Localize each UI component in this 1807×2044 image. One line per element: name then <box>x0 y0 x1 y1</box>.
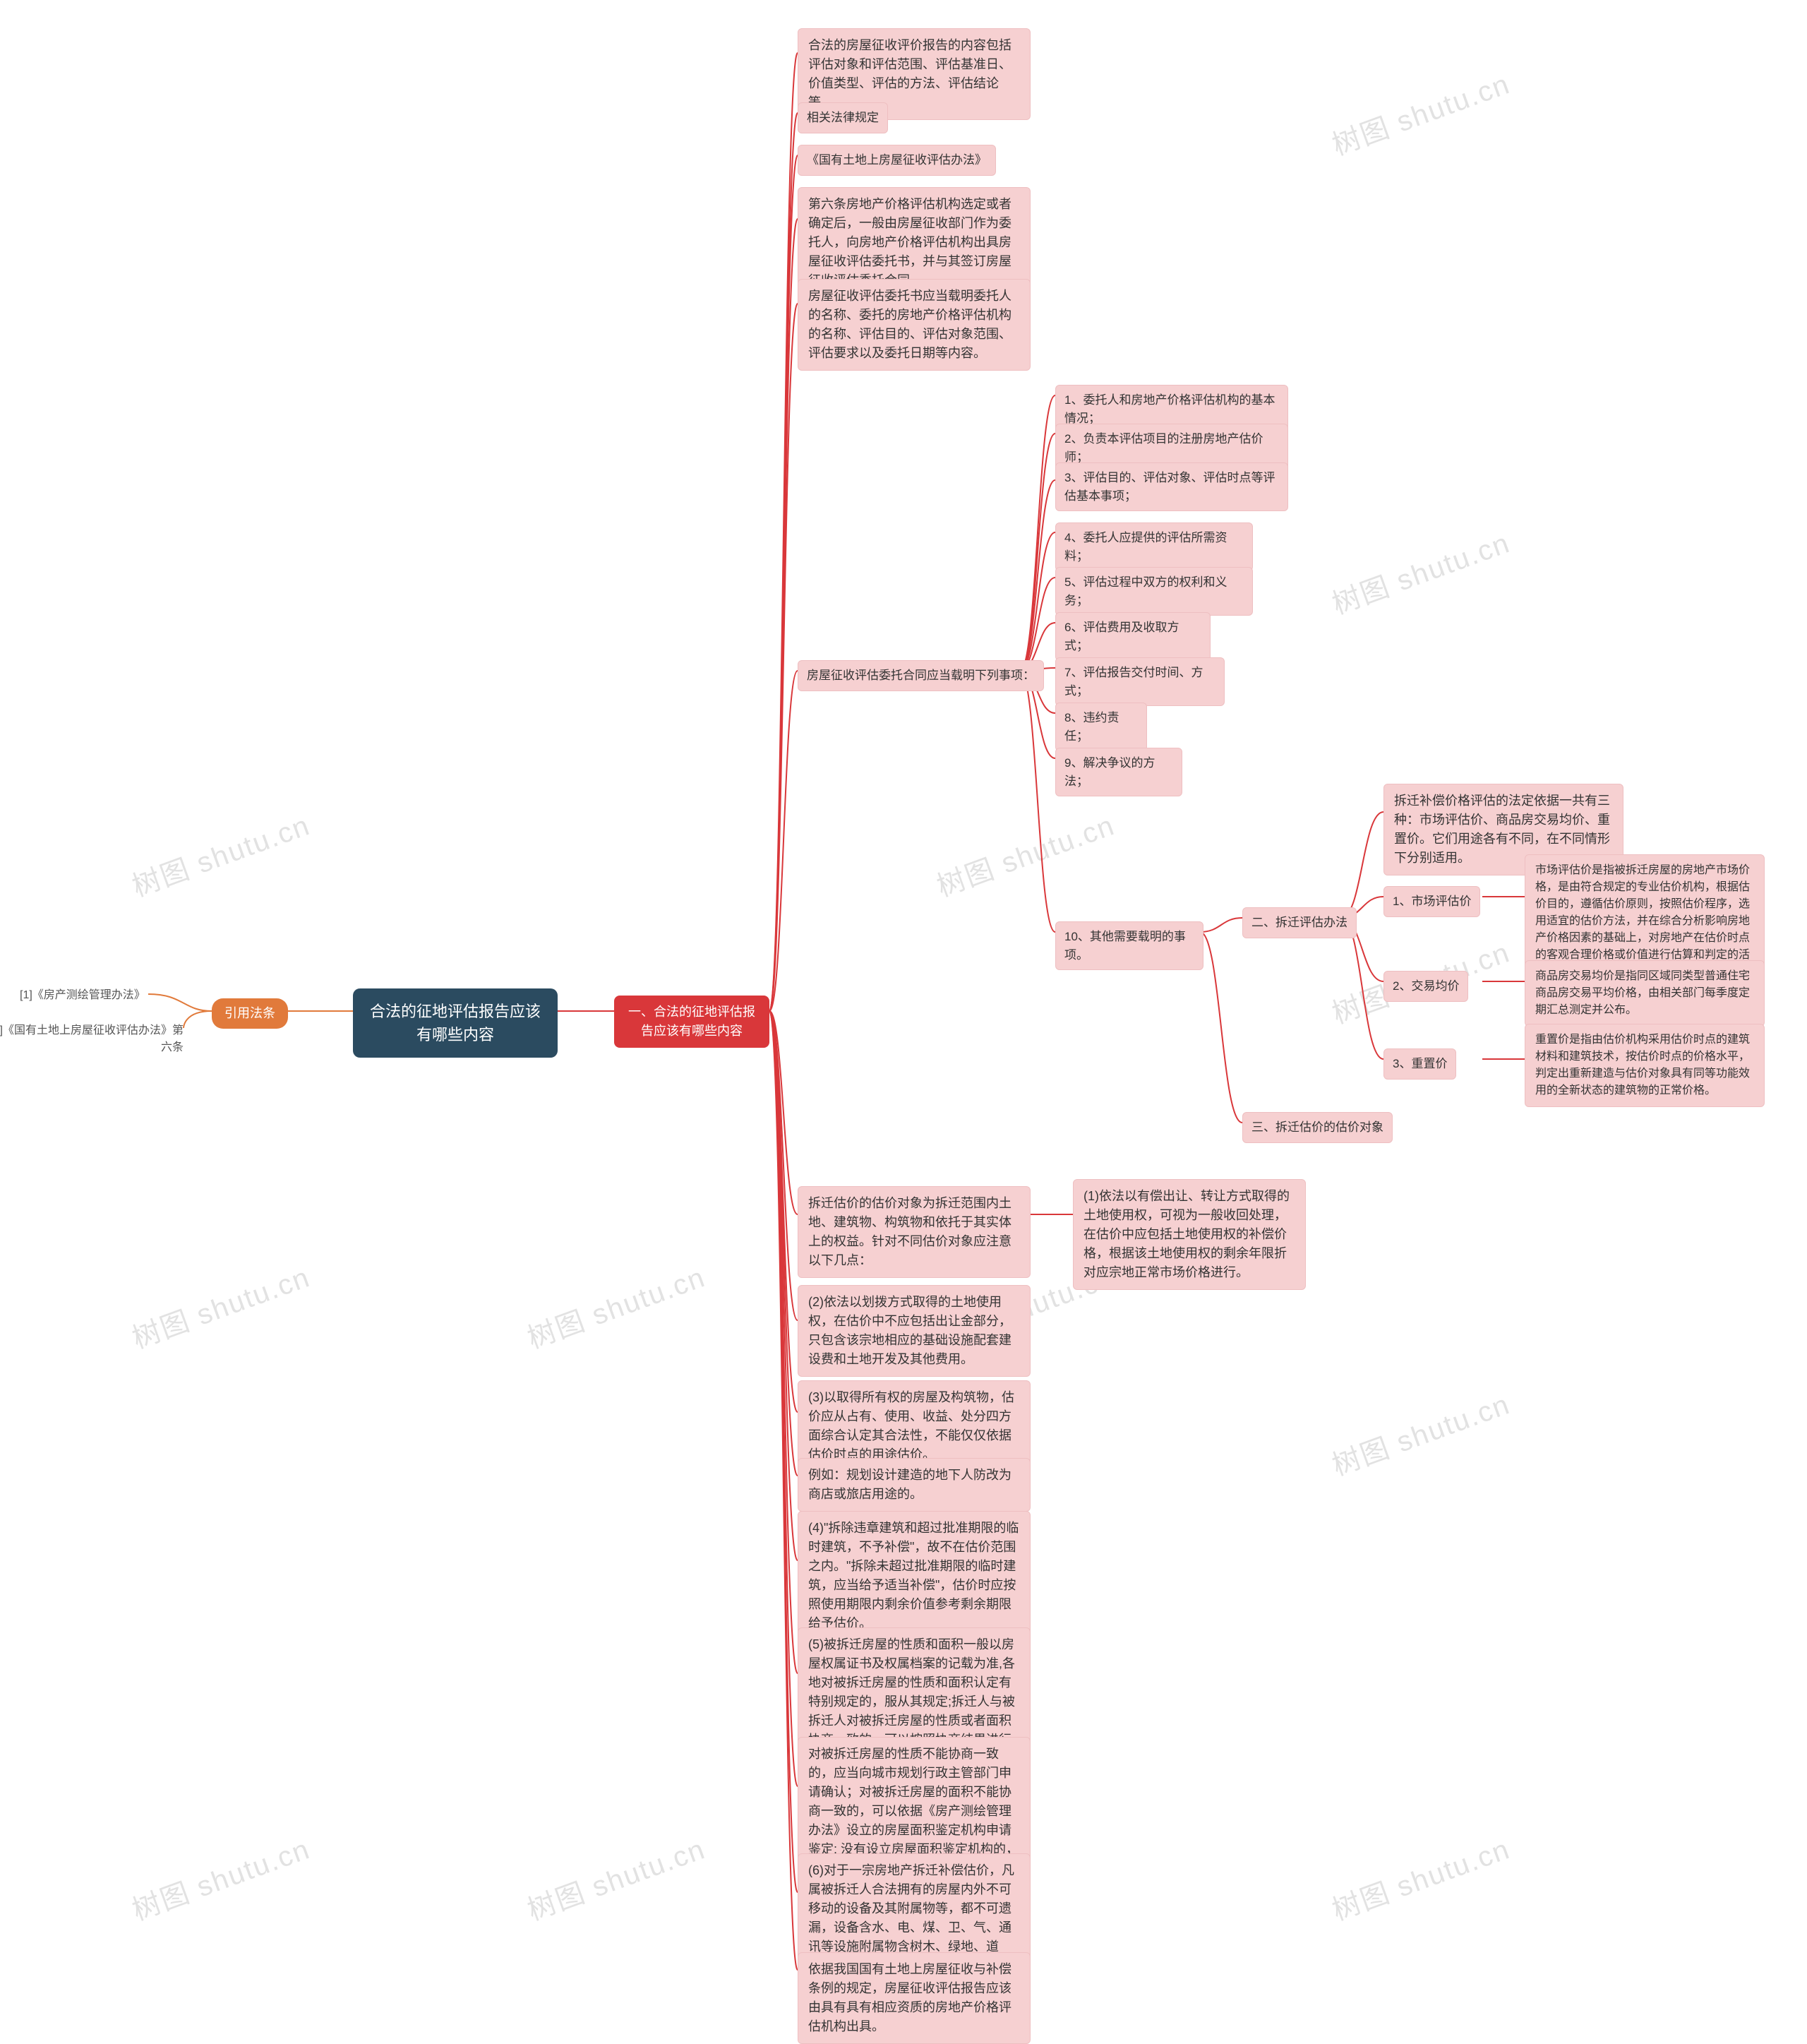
clause-5: 5、评估过程中双方的权利和义务； <box>1055 567 1253 616</box>
watermark: 树图 shutu.cn <box>1326 520 1515 623</box>
point-end: 依据我国国有土地上房屋征收与补偿条例的规定，房屋征收评估报告应该由具有具有相应资… <box>798 1952 1031 2044</box>
root-node: 合法的征地评估报告应该有哪些内容 <box>353 988 558 1058</box>
clause-8: 8、违约责任； <box>1055 703 1147 751</box>
intro-4: 房屋征收评估委托书应当载明委托人的名称、委托的房地产价格评估机构的名称、评估目的… <box>798 279 1031 371</box>
method-2-desc: 商品房交易均价是指同区域同类型普通住宅商品房交易平均价格，由相关部门每季度定期汇… <box>1525 960 1765 1027</box>
watermark: 树图 shutu.cn <box>126 803 315 905</box>
method-1-label: 1、市场评估价 <box>1383 886 1480 917</box>
method-3-desc: 重置价是指由估价机构采用估价时点的建筑材料和建筑技术，按估价时点的价格水平，判定… <box>1525 1024 1765 1107</box>
point-example: 例如：规划设计建造的地下人防改为商店或旅店用途的。 <box>798 1458 1031 1512</box>
left-ref-2: [2]《国有土地上房屋征收评估办法》第六条 <box>0 1020 184 1054</box>
watermark: 树图 shutu.cn <box>521 1255 710 1357</box>
clause-6: 6、评估费用及收取方式； <box>1055 612 1211 661</box>
method-3-label: 3、重置价 <box>1383 1048 1456 1080</box>
left-ref-1: [1]《房产测绘管理办法》 <box>20 985 145 1002</box>
watermark: 树图 shutu.cn <box>126 1255 315 1357</box>
watermark: 树图 shutu.cn <box>521 1827 710 1929</box>
intro-1: 相关法律规定 <box>798 102 888 133</box>
clause-7: 7、评估报告交付时间、方式； <box>1055 657 1225 706</box>
point-2: (2)依法以划拨方式取得的土地使用权，在估价中不应包括出让金部分，只包含该宗地相… <box>798 1285 1031 1377</box>
watermark: 树图 shutu.cn <box>930 803 1119 905</box>
object-label: 三、拆迁估价的估价对象 <box>1242 1112 1393 1143</box>
methods-label: 二、拆迁评估办法 <box>1242 907 1357 938</box>
object-item-1: (1)依法以有偿出让、转让方式取得的土地使用权，可视为一般收回处理，在估价中应包… <box>1073 1179 1306 1290</box>
left-branch-label: 引用法条 <box>212 998 288 1029</box>
watermark: 树图 shutu.cn <box>1326 61 1515 164</box>
right-branch-label: 一、合法的征地评估报告应该有哪些内容 <box>614 996 769 1048</box>
watermark: 树图 shutu.cn <box>1326 1827 1515 1929</box>
point-4: (4)"拆除违章建筑和超过批准期限的临时建筑，不予补偿"，故不在估价范围之内。"… <box>798 1511 1031 1641</box>
watermark: 树图 shutu.cn <box>126 1827 315 1929</box>
clause-9: 9、解决争议的方法； <box>1055 748 1182 796</box>
clause-4: 4、委托人应提供的评估所需资料； <box>1055 522 1253 571</box>
object-intro: 拆迁估价的估价对象为拆迁范围内土地、建筑物、构筑物和依托于其实体上的权益。针对不… <box>798 1186 1031 1278</box>
intro-2: 《国有土地上房屋征收评估办法》 <box>798 145 996 176</box>
clauses-label: 房屋征收评估委托合同应当载明下列事项： <box>798 660 1044 691</box>
clause-10: 10、其他需要载明的事项。 <box>1055 921 1203 970</box>
watermark: 树图 shutu.cn <box>1326 1382 1515 1484</box>
method-2-label: 2、交易均价 <box>1383 971 1468 1002</box>
clause-3: 3、评估目的、评估对象、评估时点等评估基本事项； <box>1055 462 1288 511</box>
